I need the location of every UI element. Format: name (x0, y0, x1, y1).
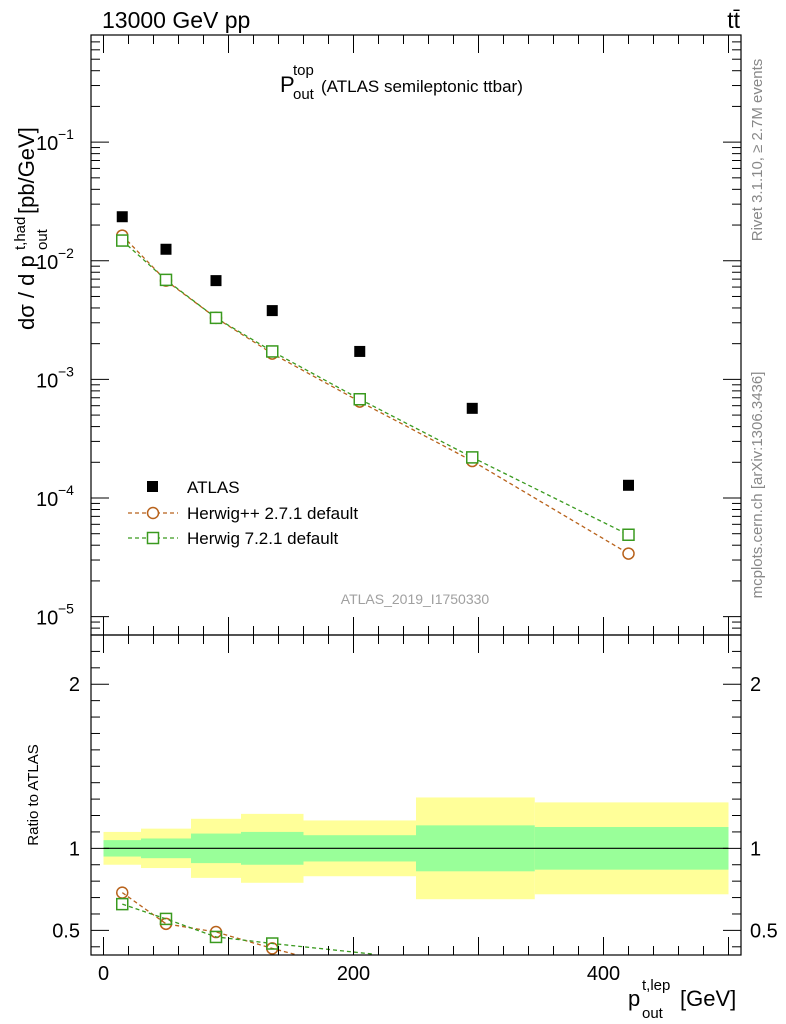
x-axis-label: p t,lep out [GeV] (628, 977, 736, 1022)
xlabel-main: p (628, 986, 640, 1011)
ylabel-unit: [pb/GeV] (14, 127, 39, 214)
analysis-label: ATLAS_2019_I1750330 (341, 591, 490, 607)
data-point (622, 547, 635, 560)
series-0 (116, 211, 634, 491)
svg-text:−4: −4 (58, 482, 74, 498)
data-point (266, 345, 279, 358)
data-point (116, 211, 128, 223)
legend-marker-atlas (147, 481, 158, 492)
legend-item-herwig7: Herwig 7.2.1 default (128, 529, 338, 548)
main-panel: 10−510−410−310−210−1 P top out (ATLAS se… (12, 34, 742, 636)
svg-text:dσ / d p: dσ / d p (14, 255, 39, 330)
ratio-panel: 0.5 0.5 1 1 2 2 0 200 400 Ratio to ATLAS p t,lep… (25, 634, 778, 1022)
data-point (159, 273, 173, 287)
x-tick-label: 400 (587, 963, 620, 985)
svg-text:10: 10 (36, 252, 58, 274)
svg-text:10: 10 (36, 608, 58, 630)
title-main: P (280, 72, 295, 97)
ylabel-sup: t,had (12, 217, 29, 250)
xlabel-unit: [GeV] (680, 986, 736, 1011)
data-point (354, 345, 366, 357)
plot-title: P top out (ATLAS semileptonic ttbar) (280, 62, 523, 103)
legend-marker-herwig7 (146, 531, 160, 545)
ratio-y-tick-label: 1 (69, 838, 80, 860)
ratio-y-label: Ratio to ATLAS (25, 744, 42, 845)
legend-item-herwigpp: Herwig++ 2.7.1 default (128, 504, 358, 523)
ratio-series-0 (116, 886, 300, 955)
y-axis-label: dσ / d p t,had out [pb/GeV] (12, 127, 51, 330)
ratio-point (209, 930, 223, 944)
legend-marker-herwigpp (146, 506, 160, 520)
y-tick-label: 10 −4 (36, 482, 74, 511)
ratio-point (116, 886, 129, 899)
data-point (266, 305, 278, 317)
ratio-y-tick-label: 2 (69, 674, 80, 696)
y-tick-label: 10 −2 (36, 245, 74, 274)
y-tick-label: 10 −1 (36, 126, 74, 155)
title-sub: out (293, 86, 315, 103)
x-tick-label: 200 (337, 963, 370, 985)
legend-label-herwig7: Herwig 7.2.1 default (187, 529, 338, 548)
svg-text:10: 10 (36, 489, 58, 511)
ratio-frame (90, 634, 742, 956)
legend-label-herwigpp: Herwig++ 2.7.1 default (187, 504, 358, 523)
series-2 (116, 234, 635, 542)
x-tick-label: 0 (98, 963, 109, 985)
svg-text:−3: −3 (58, 363, 74, 379)
ratio-y-tick-label-right: 1 (750, 838, 761, 860)
data-point (116, 234, 129, 247)
mcplots-label: mcplots.cern.ch [arXiv:1306.3436] (749, 372, 766, 599)
ratio-plot-area (103, 797, 729, 955)
ratio-point (159, 912, 173, 926)
svg-text:P: P (280, 72, 295, 97)
process-label: tt̄ (727, 7, 740, 33)
data-point (209, 311, 223, 325)
legend: ATLAS Herwig++ 2.7.1 default Herwig 7.2.… (128, 478, 358, 548)
svg-text:10: 10 (36, 133, 58, 155)
data-point (160, 243, 172, 255)
data-point (466, 451, 479, 464)
ratio-y-tick-label: 0.5 (52, 920, 80, 942)
ratio-y-tick-label-right: 2 (750, 674, 761, 696)
ratio-point (116, 897, 129, 911)
ylabel-main: dσ / d p (14, 255, 39, 330)
data-point (622, 528, 635, 542)
rivet-label: Rivet 3.1.10, ≥ 2.7M events (749, 59, 766, 242)
svg-text:10: 10 (36, 370, 58, 392)
data-point (210, 275, 222, 287)
y-tick-label: 10 −5 (36, 601, 74, 630)
legend-item-atlas: ATLAS (147, 478, 240, 497)
ratio-point (266, 937, 279, 950)
title-rest: (ATLAS semileptonic ttbar) (321, 77, 523, 96)
legend-label-atlas: ATLAS (187, 478, 240, 497)
ratio-y-tick-label-right: 0.5 (750, 920, 778, 942)
data-point (466, 402, 478, 414)
svg-text:−5: −5 (58, 601, 74, 617)
energy-label: 13000 GeV pp (102, 7, 250, 33)
svg-text:−1: −1 (58, 126, 74, 142)
xlabel-sup: t,lep (642, 977, 670, 994)
ylabel-sub: out (34, 228, 51, 250)
xlabel-sub: out (642, 1005, 664, 1022)
data-point (623, 479, 634, 491)
data-point (353, 392, 366, 406)
ratio-series-1 (116, 897, 373, 955)
y-tick-label: 10 −3 (36, 363, 74, 392)
svg-text:−2: −2 (58, 245, 74, 261)
title-sup: top (293, 62, 314, 79)
ratio-line (122, 903, 373, 955)
ratio-line (121, 892, 300, 955)
